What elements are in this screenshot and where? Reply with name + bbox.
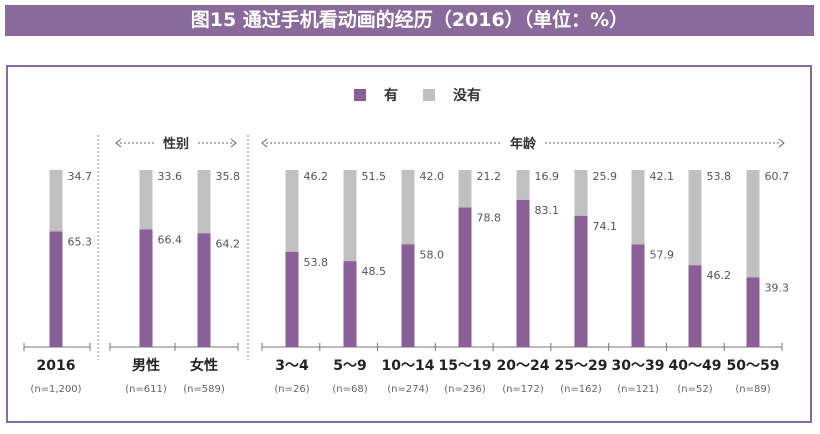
bar-segment-no bbox=[458, 170, 472, 208]
legend-swatch-yes bbox=[354, 89, 366, 101]
arrow-right-icon bbox=[778, 138, 785, 148]
sample-size-label: (n=162) bbox=[560, 384, 602, 395]
data-label-yes: 57.9 bbox=[650, 249, 675, 262]
category-label: 20～24 bbox=[497, 358, 550, 374]
sample-size-label: (n=236) bbox=[444, 384, 486, 395]
category-label: 30～39 bbox=[612, 358, 665, 374]
bar-segment-no bbox=[688, 170, 702, 266]
legend-label-yes: 有 bbox=[384, 87, 398, 104]
bar-segment-yes bbox=[343, 261, 357, 347]
bar-segment-no bbox=[401, 170, 415, 245]
category-label: 25～29 bbox=[555, 358, 608, 374]
bar-segment-yes bbox=[401, 244, 415, 347]
group-label: 年龄 bbox=[510, 136, 537, 152]
data-label-no: 35.8 bbox=[216, 170, 241, 183]
data-label-yes: 46.2 bbox=[707, 269, 732, 282]
sample-size-label: (n=172) bbox=[502, 384, 544, 395]
bar-segment-yes bbox=[688, 265, 702, 347]
chart-title: 图15 通过手机看动画的经历（2016）（单位：%） bbox=[5, 5, 814, 36]
group-label: 性别 bbox=[163, 136, 189, 152]
data-label-no: 42.1 bbox=[650, 170, 675, 183]
bar-segment-yes bbox=[139, 229, 153, 347]
category-label: 40～49 bbox=[669, 358, 722, 374]
bar-segment-yes bbox=[458, 207, 472, 347]
bar-segment-yes bbox=[746, 277, 760, 347]
legend-swatch-no bbox=[423, 89, 435, 101]
data-label-no: 33.6 bbox=[158, 170, 183, 183]
data-label-no: 16.9 bbox=[535, 170, 560, 183]
data-label-no: 21.2 bbox=[477, 170, 502, 183]
sample-size-label: (n=89) bbox=[735, 384, 770, 395]
sample-size-label: (n=26) bbox=[274, 384, 309, 395]
bar-segment-no bbox=[139, 170, 153, 230]
category-label: 女性 bbox=[190, 357, 218, 374]
bar-segment-yes bbox=[285, 251, 299, 347]
bar-segment-yes bbox=[516, 199, 530, 347]
category-label: 50～59 bbox=[727, 358, 780, 374]
category-label: 15～19 bbox=[439, 358, 492, 374]
sample-size-label: (n=589) bbox=[183, 384, 225, 395]
bar-segment-no bbox=[343, 170, 357, 262]
category-label: 5～9 bbox=[333, 358, 366, 374]
bar-segment-yes bbox=[197, 233, 211, 347]
category-label: 男性 bbox=[132, 357, 160, 374]
data-label-yes: 65.3 bbox=[68, 235, 93, 248]
data-label-yes: 39.3 bbox=[765, 281, 790, 294]
bar-segment-no bbox=[516, 170, 530, 200]
bar-segment-no bbox=[285, 170, 299, 252]
sample-size-label: (n=611) bbox=[125, 384, 167, 395]
sample-size-label: (n=68) bbox=[332, 384, 367, 395]
bar-segment-yes bbox=[631, 244, 645, 347]
sample-size-label: (n=121) bbox=[617, 384, 659, 395]
sample-size-label: (n=274) bbox=[387, 384, 429, 395]
data-label-yes: 58.0 bbox=[420, 248, 445, 261]
bar-segment-yes bbox=[49, 231, 63, 347]
arrow-right-icon bbox=[230, 138, 237, 148]
data-label-no: 25.9 bbox=[593, 170, 618, 183]
data-label-no: 60.7 bbox=[765, 170, 790, 183]
arrow-left-icon bbox=[115, 138, 122, 148]
data-label-no: 34.7 bbox=[68, 170, 93, 183]
data-label-no: 42.0 bbox=[420, 170, 445, 183]
sample-size-label: (n=52) bbox=[677, 384, 712, 395]
sample-size-label: (n=1,200) bbox=[30, 384, 81, 395]
data-label-no: 46.2 bbox=[304, 170, 329, 183]
data-label-no: 53.8 bbox=[707, 170, 732, 183]
data-label-yes: 74.1 bbox=[593, 220, 618, 233]
bar-segment-yes bbox=[574, 215, 588, 347]
data-label-yes: 64.2 bbox=[216, 237, 241, 250]
bar-segment-no bbox=[197, 170, 211, 234]
data-label-yes: 48.5 bbox=[362, 265, 387, 278]
data-label-no: 51.5 bbox=[362, 170, 387, 183]
legend-label-no: 没有 bbox=[453, 87, 481, 104]
category-label: 2016 bbox=[37, 358, 76, 374]
arrow-left-icon bbox=[261, 138, 268, 148]
data-label-yes: 53.8 bbox=[304, 256, 329, 269]
bar-segment-no bbox=[746, 170, 760, 278]
data-label-yes: 66.4 bbox=[158, 233, 183, 246]
bar-segment-no bbox=[574, 170, 588, 216]
bar-segment-no bbox=[49, 170, 63, 232]
category-label: 10～14 bbox=[382, 358, 435, 374]
data-label-yes: 83.1 bbox=[535, 204, 560, 217]
category-label: 3～4 bbox=[275, 358, 309, 374]
data-label-yes: 78.8 bbox=[477, 212, 502, 225]
bar-segment-no bbox=[631, 170, 645, 245]
